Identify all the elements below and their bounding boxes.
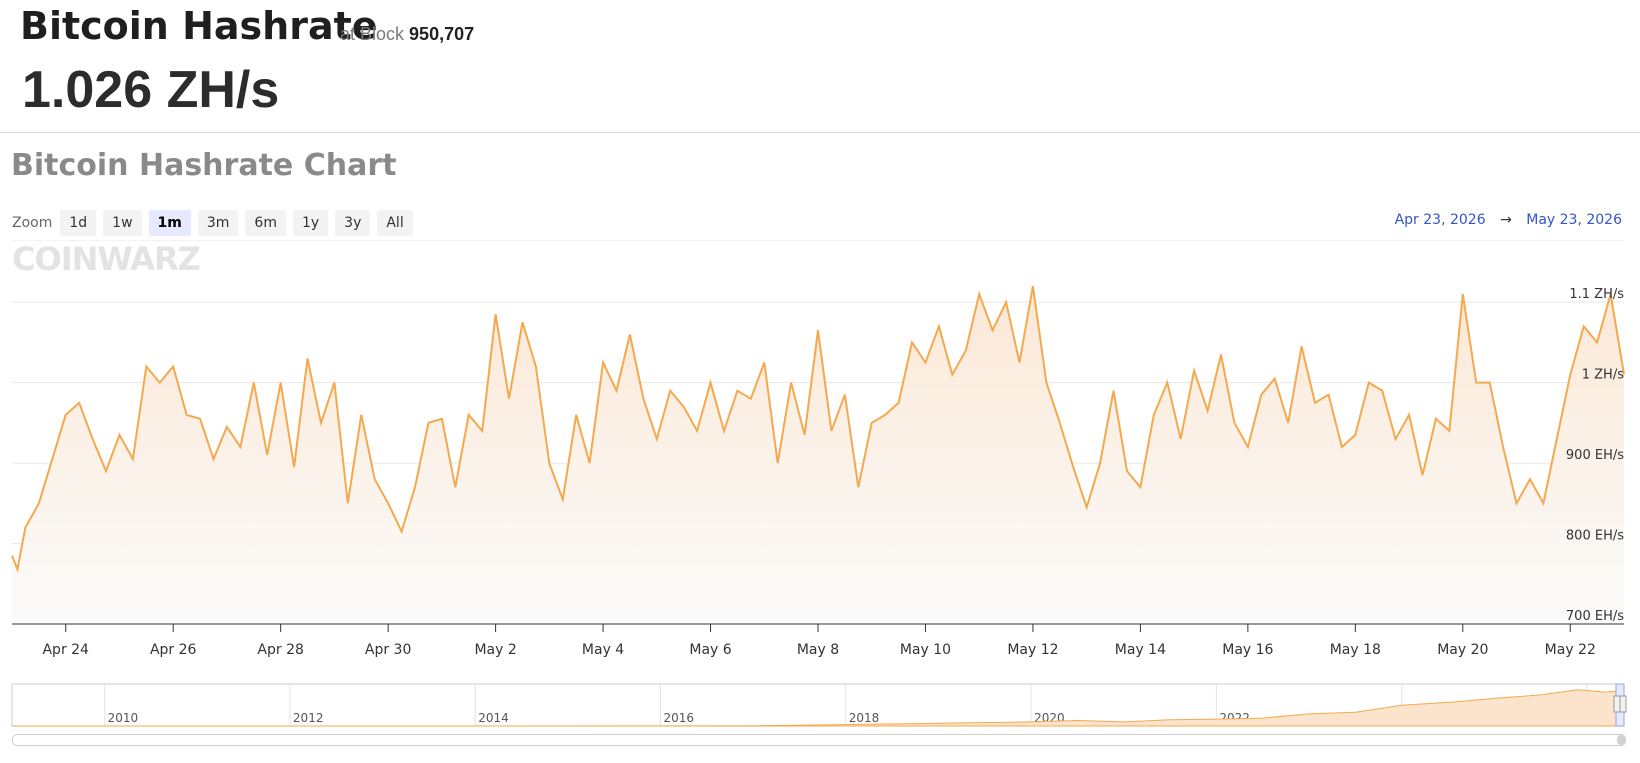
- scrollbar[interactable]: [12, 734, 1626, 746]
- x-tick-label: Apr 24: [42, 642, 89, 658]
- x-tick-label: May 12: [1007, 642, 1058, 658]
- range-from[interactable]: Apr 23, 2026: [1394, 212, 1486, 228]
- x-tick-label: May 18: [1330, 642, 1381, 658]
- block-info: at Block 950,707: [340, 24, 474, 45]
- x-tick-label: May 16: [1222, 642, 1273, 658]
- block-number: 950,707: [409, 24, 475, 44]
- x-tick-label: May 8: [797, 642, 839, 658]
- x-tick-label: May 6: [689, 642, 731, 658]
- navigator-series: [12, 689, 1625, 727]
- page-title: Bitcoin Hashrate: [20, 4, 378, 48]
- zoom-button-3y[interactable]: 3y: [335, 210, 371, 236]
- zoom-button-3m[interactable]: 3m: [197, 210, 239, 236]
- x-tick-label: Apr 26: [150, 642, 197, 658]
- zoom-button-1m[interactable]: 1m: [148, 210, 191, 236]
- x-tick-label: May 10: [900, 642, 951, 658]
- scrollbar-thumb[interactable]: [1617, 735, 1625, 745]
- x-tick-label: May 14: [1115, 642, 1166, 658]
- range-to[interactable]: May 23, 2026: [1526, 212, 1622, 228]
- x-tick-label: Apr 30: [365, 642, 411, 658]
- zoom-button-1y[interactable]: 1y: [292, 210, 329, 236]
- x-tick-label: May 2: [474, 642, 516, 658]
- x-tick-label: May 22: [1545, 642, 1596, 658]
- navigator-year-label: 2018: [849, 711, 880, 725]
- x-tick-label: May 4: [582, 642, 624, 658]
- navigator-handle-right[interactable]: [1619, 695, 1627, 713]
- navigator-year-label: 2010: [108, 711, 139, 725]
- navigator-year-label: 2012: [293, 711, 324, 725]
- zoom-button-1d[interactable]: 1d: [60, 210, 97, 236]
- current-hashrate: 1.026 ZH/s: [22, 61, 280, 119]
- hashrate-line: [11, 285, 1625, 573]
- chart-title: Bitcoin Hashrate Chart: [11, 148, 397, 183]
- x-tick-label: May 20: [1437, 642, 1488, 658]
- y-tick-label: 1.1 ZH/s: [1569, 287, 1624, 302]
- zoom-button-all[interactable]: All: [377, 210, 413, 236]
- y-tick-label: 800 EH/s: [1566, 529, 1624, 544]
- y-tick-label: 1 ZH/s: [1582, 368, 1624, 383]
- x-tick-label: Apr 28: [257, 642, 303, 658]
- y-tick-label: 900 EH/s: [1566, 448, 1624, 463]
- navigator[interactable]: 201020122014201620182020202220242026: [0, 680, 1640, 730]
- at-block-label: at Block: [340, 24, 405, 44]
- hashrate-chart[interactable]: COINWARZ Apr 24 Apr 26 Apr 28 Apr 30 May 2 Ma…: [0, 240, 1640, 660]
- navigator-year-label: 2016: [664, 711, 695, 725]
- navigator-handle-left[interactable]: [1613, 695, 1621, 713]
- hashrate-area: [12, 286, 1624, 624]
- range-arrow: →: [1500, 212, 1512, 228]
- page-header: Bitcoin Hashrate at Block 950,707 1.026 …: [0, 0, 1640, 133]
- coinwarz-watermark: COINWARZ: [12, 240, 200, 278]
- title-text: Bitcoin Hashrate: [20, 4, 378, 48]
- y-tick-label: 700 EH/s: [1566, 609, 1624, 624]
- navigator-year-label: 2014: [478, 711, 509, 725]
- zoom-button-6m[interactable]: 6m: [245, 210, 286, 236]
- date-range: Apr 23, 2026 → May 23, 2026: [1395, 212, 1622, 228]
- zoom-button-1w[interactable]: 1w: [103, 210, 142, 236]
- zoom-selector: Zoom 1d 1w 1m 3m 6m 1y 3y All: [12, 210, 420, 236]
- zoom-label: Zoom: [12, 215, 53, 231]
